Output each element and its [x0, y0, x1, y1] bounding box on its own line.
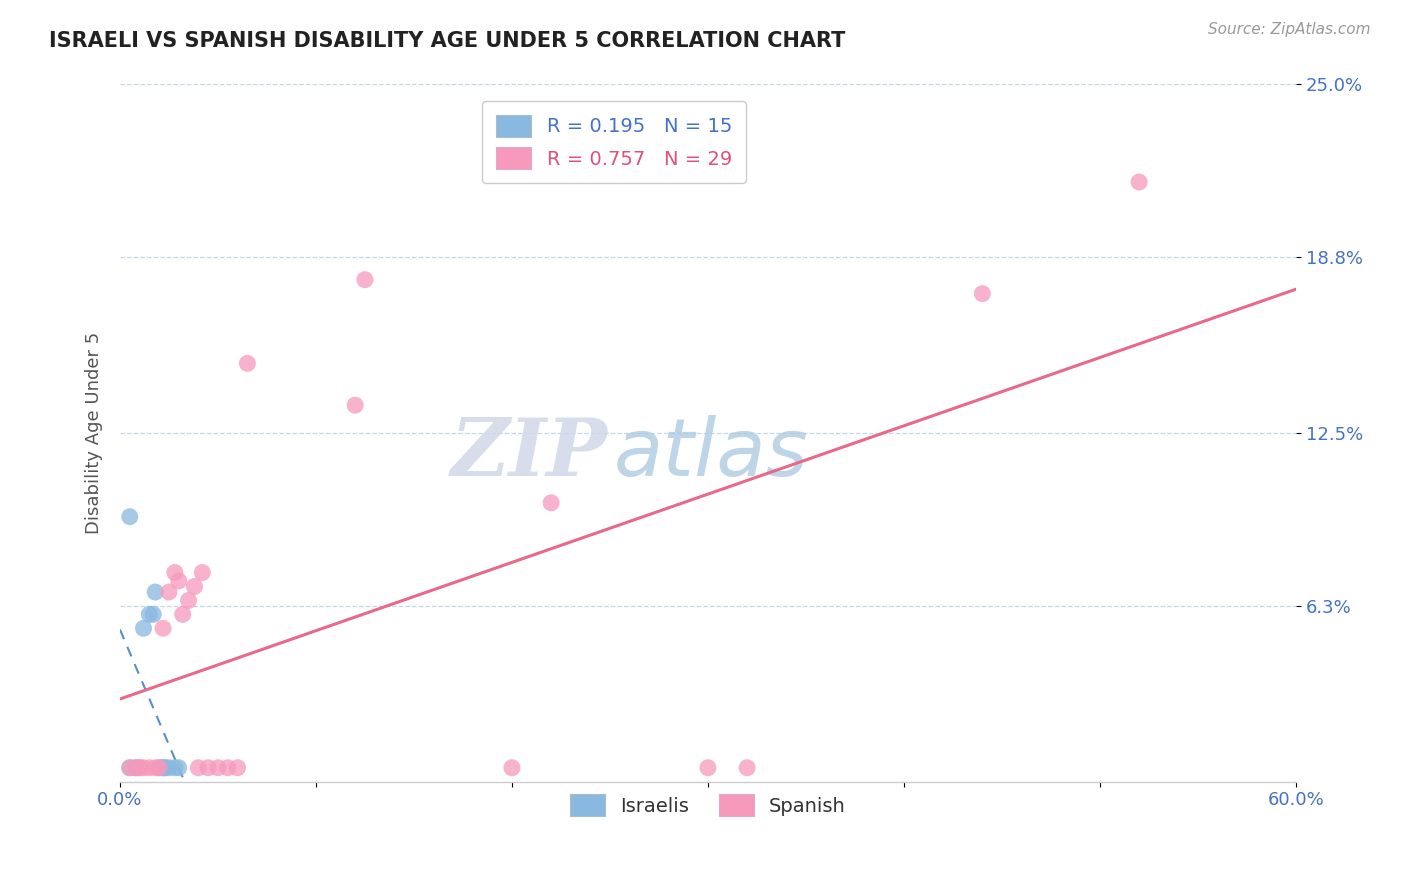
Point	[1128, 175, 1150, 189]
Point	[118, 761, 141, 775]
Point	[735, 761, 758, 775]
Point	[148, 761, 170, 775]
Point	[344, 398, 367, 412]
Text: ZIP: ZIP	[451, 416, 607, 492]
Point	[124, 761, 146, 775]
Point	[191, 566, 214, 580]
Point	[167, 761, 190, 775]
Point	[236, 356, 259, 370]
Y-axis label: Disability Age Under 5: Disability Age Under 5	[86, 332, 103, 534]
Point	[354, 273, 377, 287]
Legend: Israelis, Spanish: Israelis, Spanish	[562, 786, 853, 824]
Text: atlas: atlas	[614, 415, 808, 493]
Point	[118, 509, 141, 524]
Point	[177, 593, 200, 607]
Point	[501, 761, 523, 775]
Point	[124, 761, 146, 775]
Point	[172, 607, 194, 622]
Point	[226, 761, 249, 775]
Point	[152, 621, 174, 635]
Point	[143, 585, 166, 599]
Point	[207, 761, 229, 775]
Point	[138, 607, 160, 622]
Point	[128, 761, 150, 775]
Point	[183, 579, 205, 593]
Point	[972, 286, 994, 301]
Text: Source: ZipAtlas.com: Source: ZipAtlas.com	[1208, 22, 1371, 37]
Point	[143, 761, 166, 775]
Point	[152, 761, 174, 775]
Point	[197, 761, 219, 775]
Point	[152, 761, 174, 775]
Point	[157, 585, 180, 599]
Point	[540, 496, 562, 510]
Point	[167, 574, 190, 588]
Point	[138, 761, 160, 775]
Point	[163, 761, 186, 775]
Point	[148, 761, 170, 775]
Point	[128, 761, 150, 775]
Point	[142, 607, 165, 622]
Text: ISRAELI VS SPANISH DISABILITY AGE UNDER 5 CORRELATION CHART: ISRAELI VS SPANISH DISABILITY AGE UNDER …	[49, 31, 845, 51]
Point	[697, 761, 720, 775]
Point	[187, 761, 209, 775]
Point	[132, 761, 155, 775]
Point	[157, 761, 180, 775]
Point	[118, 761, 141, 775]
Point	[163, 566, 186, 580]
Point	[132, 621, 155, 635]
Point	[217, 761, 239, 775]
Point	[153, 761, 176, 775]
